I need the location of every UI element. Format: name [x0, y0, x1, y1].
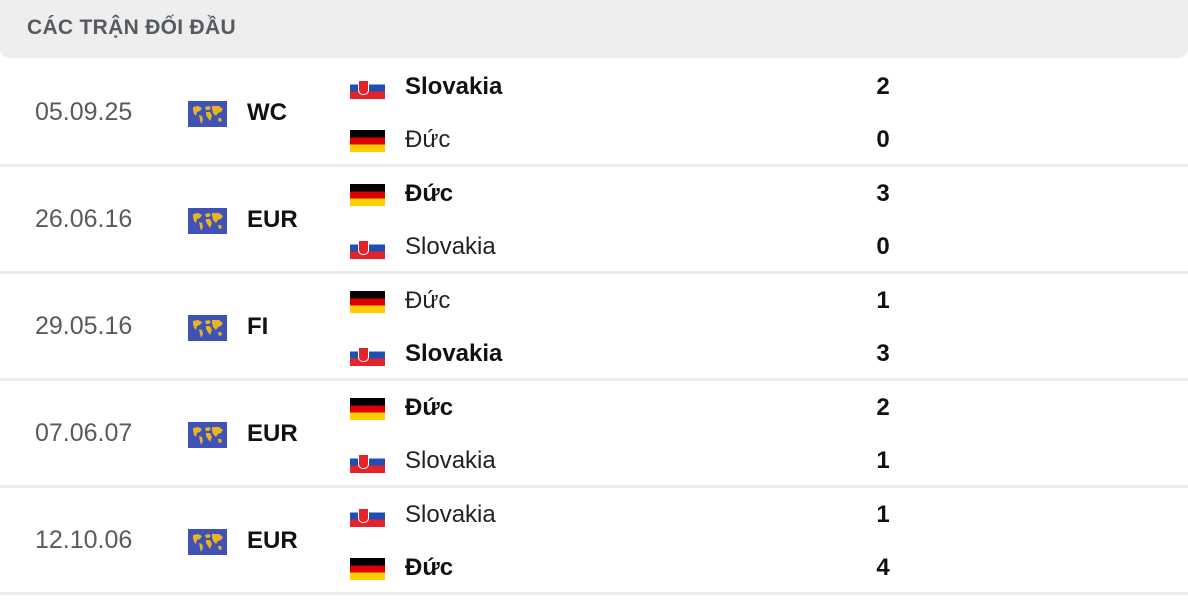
home-score: 1	[876, 501, 890, 528]
match-date: 07.06.07	[35, 419, 133, 447]
away-team-name: Đức	[405, 554, 454, 581]
section-title: CÁC TRẬN ĐỐI ĐẦU	[27, 16, 236, 39]
match-row[interactable]: 07.06.07 EUR Đức 2 Slovakia 1	[0, 381, 1188, 488]
away-score: 4	[876, 554, 890, 581]
home-team-name: Đức	[405, 180, 454, 207]
away-team-name: Slovakia	[405, 233, 496, 260]
match-row[interactable]: 26.06.16 EUR Đức 3 Slovakia 0	[0, 167, 1188, 274]
home-team-name: Slovakia	[405, 73, 503, 100]
germany-flag-icon	[350, 130, 385, 152]
slovakia-flag-icon	[350, 505, 385, 527]
slovakia-flag-icon	[350, 77, 385, 99]
home-team-name: Đức	[405, 394, 454, 421]
home-score: 1	[876, 287, 890, 314]
home-score: 3	[876, 180, 890, 207]
world-map-icon	[188, 101, 227, 127]
away-team-name: Slovakia	[405, 447, 496, 474]
germany-flag-icon	[350, 184, 385, 206]
slovakia-flag-icon	[350, 237, 385, 259]
home-score: 2	[876, 73, 890, 100]
away-score: 0	[876, 126, 890, 153]
competition-label: EUR	[247, 206, 298, 233]
germany-flag-icon	[350, 291, 385, 313]
world-map-icon	[188, 422, 227, 448]
world-map-icon	[188, 208, 227, 234]
home-team-name: Đức	[405, 287, 451, 314]
competition-label: FI	[247, 313, 269, 340]
match-date: 26.06.16	[35, 205, 133, 233]
slovakia-flag-icon	[350, 451, 385, 473]
slovakia-flag-icon	[350, 344, 385, 366]
home-score: 2	[876, 394, 890, 421]
away-team-name: Slovakia	[405, 340, 503, 367]
competition-label: EUR	[247, 527, 298, 554]
match-row[interactable]: 05.09.25 WC Slovakia 2 Đức 0	[0, 60, 1188, 167]
away-team-name: Đức	[405, 126, 451, 153]
home-team-name: Slovakia	[405, 501, 496, 528]
section-header: CÁC TRẬN ĐỐI ĐẦU	[0, 0, 1188, 58]
away-score: 0	[876, 233, 890, 260]
germany-flag-icon	[350, 558, 385, 580]
match-date: 05.09.25	[35, 98, 133, 126]
match-date: 12.10.06	[35, 526, 133, 554]
competition-label: EUR	[247, 420, 298, 447]
germany-flag-icon	[350, 398, 385, 420]
world-map-icon	[188, 529, 227, 555]
match-row[interactable]: 29.05.16 FI Đức 1 Slovakia 3	[0, 274, 1188, 381]
world-map-icon	[188, 315, 227, 341]
away-score: 1	[876, 447, 890, 474]
competition-label: WC	[247, 99, 287, 126]
match-date: 29.05.16	[35, 312, 133, 340]
away-score: 3	[876, 340, 890, 367]
match-row[interactable]: 12.10.06 EUR Slovakia 1 Đức 4	[0, 488, 1188, 595]
